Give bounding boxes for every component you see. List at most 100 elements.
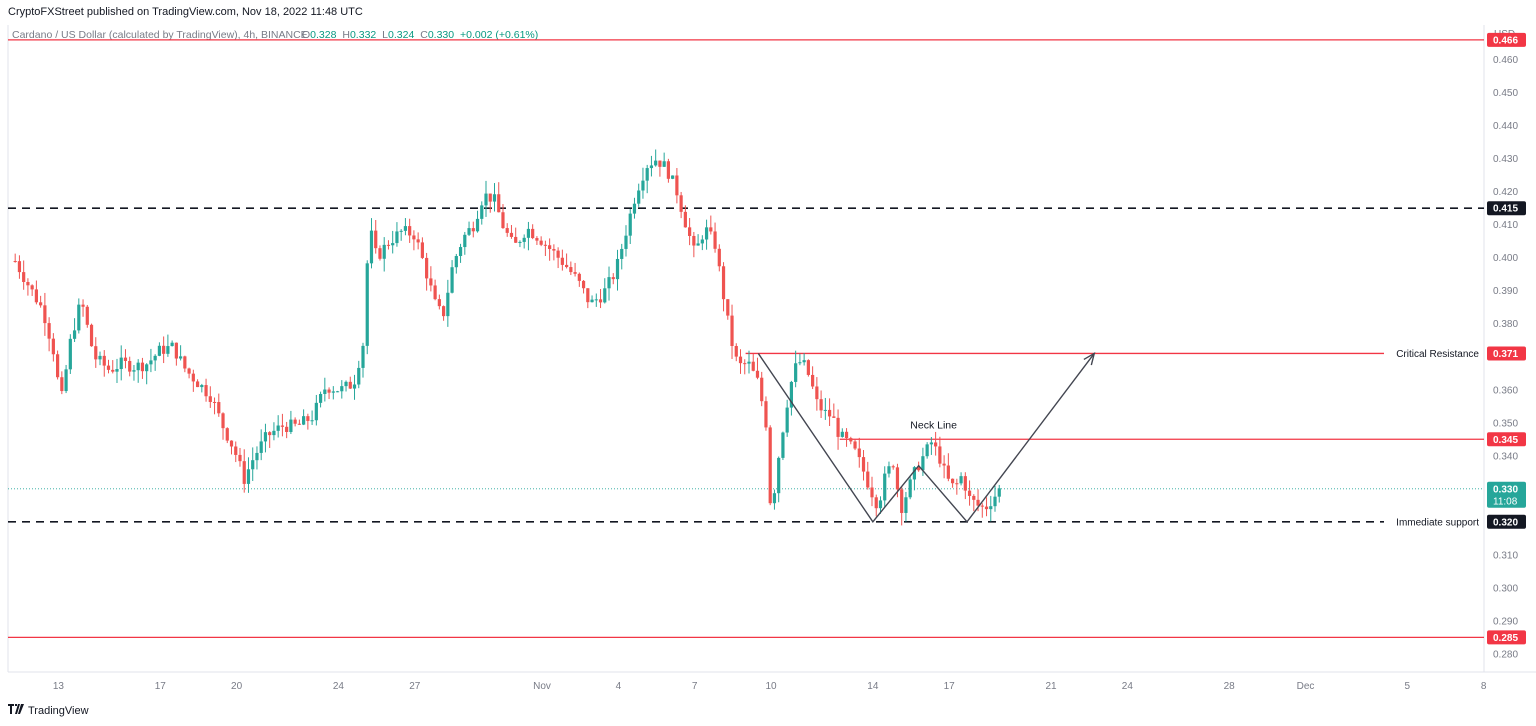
high-label: H — [342, 29, 350, 41]
candle-body — [72, 330, 77, 339]
close-value: 0.330 — [428, 29, 454, 41]
level-annotation: Critical Resistance — [1396, 349, 1479, 360]
level-annotation: Immediate support — [1396, 517, 1479, 528]
candle-body — [369, 230, 374, 264]
candle-body — [331, 391, 335, 393]
candle-body — [246, 469, 251, 484]
candle-body — [641, 180, 645, 191]
candle-body — [615, 258, 620, 280]
x-tick-label: Dec — [1297, 681, 1315, 692]
candle-body — [844, 431, 849, 439]
candle-body — [827, 409, 832, 417]
candle-body — [853, 441, 857, 449]
candle-body — [395, 231, 399, 244]
y-tick-label: 0.310 — [1493, 550, 1518, 561]
candle-body — [709, 227, 713, 232]
y-tick-label: 0.380 — [1493, 319, 1518, 330]
candle-body — [361, 345, 365, 368]
low-value: 0.324 — [388, 29, 414, 41]
candle-body — [225, 428, 229, 441]
candle-body — [153, 355, 157, 361]
published-note: CryptoFXStreet published on TradingView.… — [8, 6, 363, 18]
candle-body — [675, 175, 679, 196]
candle-body — [738, 356, 743, 364]
x-tick-label: Nov — [533, 681, 551, 692]
candle-body — [955, 483, 959, 485]
candle-body — [755, 370, 760, 378]
candle-body — [726, 299, 730, 316]
candle-body — [565, 264, 569, 268]
high-value: 0.332 — [350, 29, 376, 41]
candle-body — [620, 248, 624, 259]
candle-body — [666, 161, 671, 179]
candle-body — [505, 228, 509, 233]
neck-line-label: Neck Line — [910, 419, 957, 431]
candle-body — [811, 374, 815, 387]
candle-body — [781, 432, 785, 458]
candle-body — [552, 249, 556, 251]
candle-body — [611, 277, 615, 280]
candle-body — [598, 299, 603, 303]
candle-body — [637, 190, 641, 204]
candle-body — [671, 175, 675, 179]
candle-body — [997, 488, 1001, 497]
candle-body — [794, 363, 798, 382]
candle-body — [959, 476, 963, 484]
pattern-line — [757, 353, 968, 523]
candle-body — [89, 324, 94, 347]
candle-body — [921, 456, 925, 471]
candle-body — [836, 417, 840, 437]
candle-body — [802, 360, 806, 363]
candle-body — [128, 360, 132, 372]
candle-body — [823, 409, 827, 411]
y-tick-label: 0.440 — [1493, 121, 1518, 132]
candle-body — [883, 473, 887, 501]
candle-body — [900, 489, 904, 513]
candle-body — [276, 425, 280, 431]
y-tick-label: 0.400 — [1493, 253, 1518, 264]
candle-body — [713, 231, 717, 249]
candle-body — [85, 306, 89, 325]
candle-body — [242, 461, 246, 484]
candle-body — [403, 226, 408, 231]
candle-body — [30, 285, 34, 290]
candle-body — [13, 261, 17, 263]
y-tick-label: 0.350 — [1493, 418, 1518, 429]
x-tick-label: 14 — [867, 681, 879, 692]
candle-body — [518, 241, 522, 243]
level-price-label: 0.345 — [1493, 435, 1518, 446]
candle-body — [946, 465, 950, 479]
candle-body — [539, 240, 543, 245]
candle-body — [47, 323, 51, 339]
candle-body — [437, 299, 441, 307]
y-tick-label: 0.460 — [1493, 55, 1518, 66]
candle-body — [861, 457, 866, 472]
candle-body — [747, 361, 751, 364]
candle-body — [335, 391, 340, 393]
candle-body — [386, 244, 391, 246]
candle-body — [229, 440, 234, 447]
ohlc-legend: O0.328 H0.332 L0.324 C0.330 +0.002 (+0.6… — [302, 29, 538, 41]
candle-body — [43, 305, 47, 324]
candles — [13, 149, 1001, 526]
candle-body — [976, 499, 980, 506]
candle-body — [692, 235, 696, 246]
candle-body — [870, 487, 874, 498]
candle-body — [251, 460, 255, 470]
candle-body — [772, 493, 777, 504]
candle-body — [365, 263, 369, 346]
candle-body — [60, 377, 64, 392]
y-tick-label: 0.360 — [1493, 385, 1518, 396]
level-price-label: 0.466 — [1493, 35, 1518, 46]
candle-body — [458, 247, 463, 257]
candle-body — [509, 232, 514, 237]
x-tick-label: 13 — [53, 681, 65, 692]
countdown-label: 11:08 — [1493, 496, 1518, 507]
candle-body — [98, 355, 102, 360]
level-price-badge — [1487, 346, 1526, 361]
candle-body — [819, 399, 823, 411]
candle-body — [501, 212, 505, 229]
candle-body — [556, 250, 560, 258]
candle-body — [174, 342, 178, 359]
